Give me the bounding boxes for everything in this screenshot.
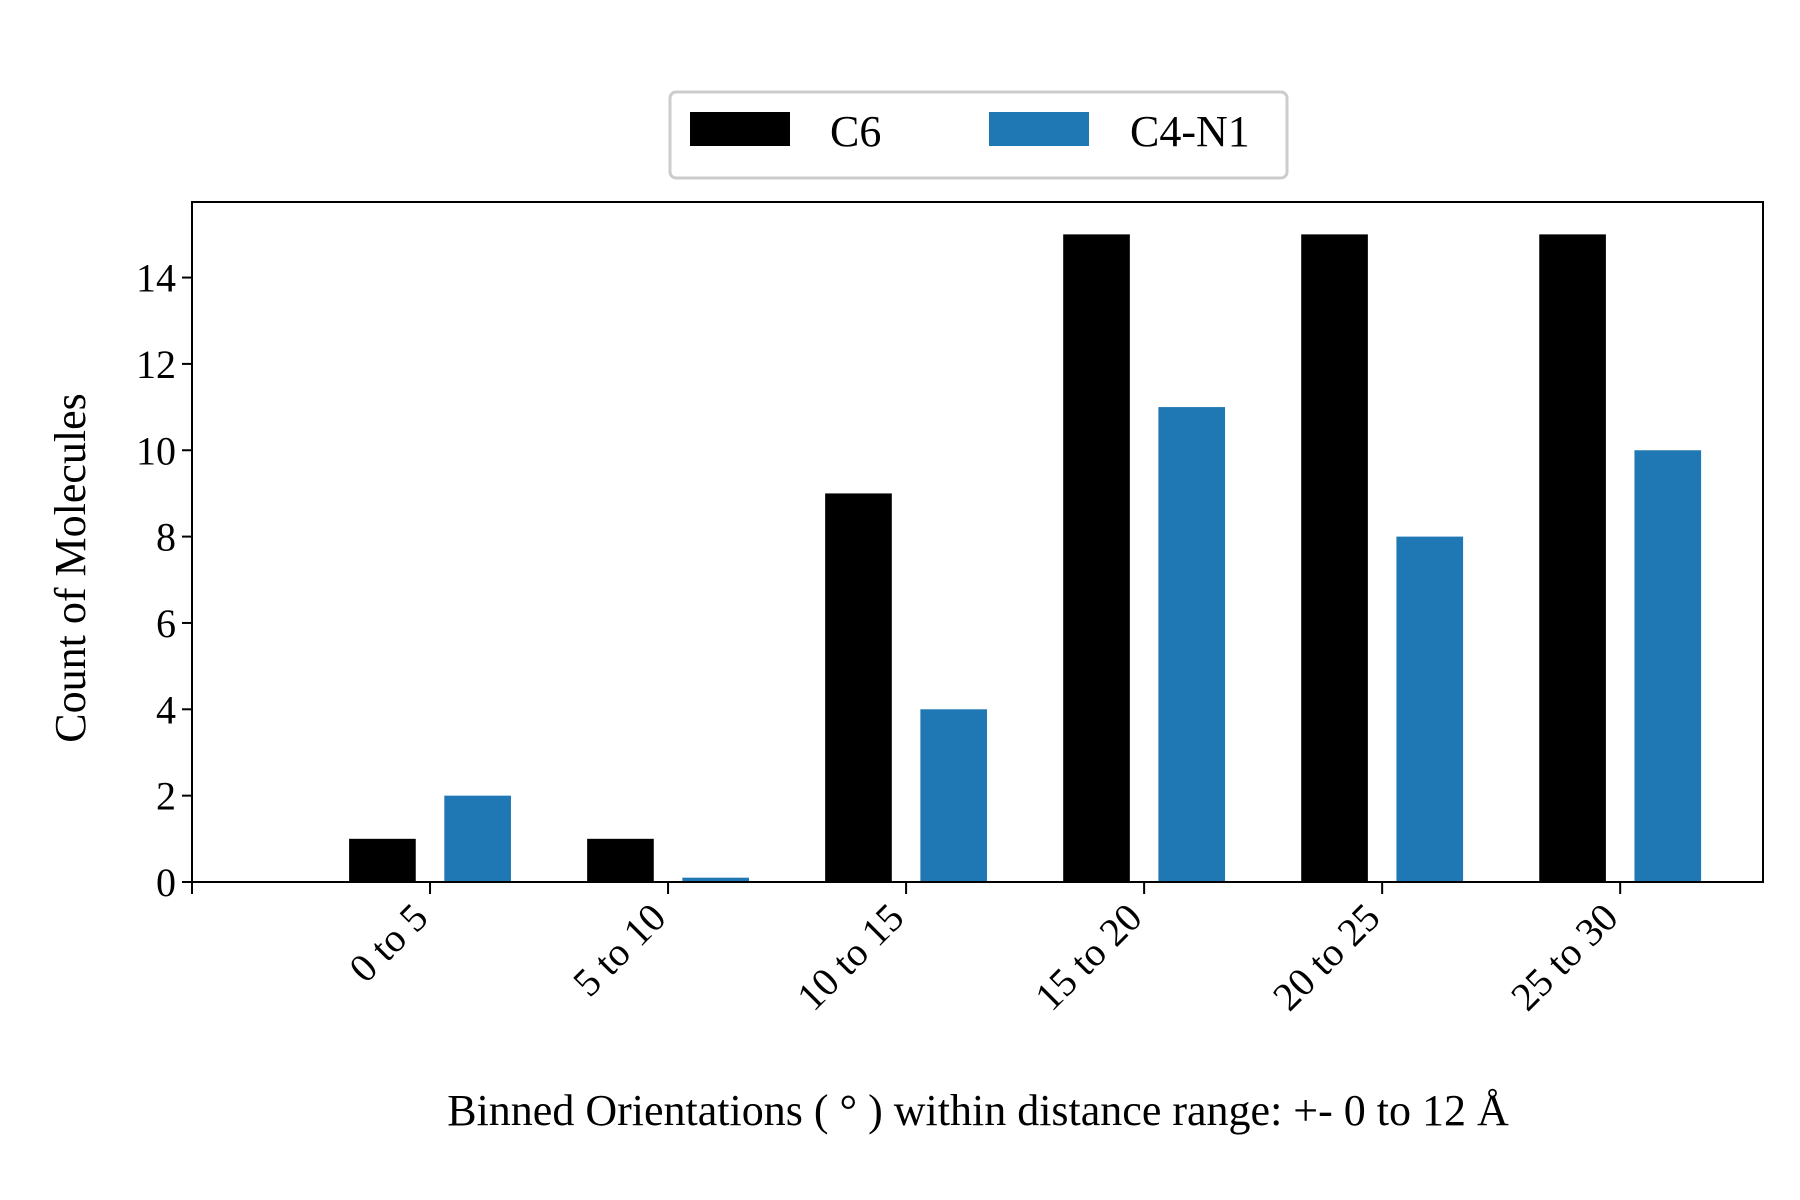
plot-frame [191,201,1764,883]
bar-c6-5 [1539,234,1606,882]
bar-c6-4 [1301,234,1368,882]
x-tick-label-2: 10 to 15 [788,895,913,1020]
y-tick-label-6: 6 [156,601,176,646]
legend: C6 C4-N1 [668,90,1289,180]
y-tick-label-0: 0 [156,860,176,905]
legend-label-c6: C6 [830,107,881,156]
bar-c4-n1-2 [920,709,988,882]
y-tick-label-8: 8 [156,515,176,560]
plot-area: 0 2 4 6 8 10 12 14 0 to 5 5 to 10 10 to 15 15 to 20… [136,201,1764,1020]
y-tick-label-4: 4 [156,687,176,732]
bar-c4-n1-3 [1158,407,1226,882]
bar-c4-n1-1 [682,877,749,882]
x-tick-label-0: 0 to 5 [340,895,436,991]
x-tick-label-4: 20 to 25 [1264,895,1389,1020]
bar-c4-n1-0 [444,795,511,882]
bar-c4-n1-5 [1634,450,1702,882]
bar-c6-0 [349,838,416,882]
x-tick-label-1: 5 to 10 [564,895,674,1005]
y-tick-label-14: 14 [136,256,176,301]
x-axis-label: Binned Orientations ( ° ) within distanc… [447,1086,1509,1135]
legend-box [668,90,1289,180]
legend-swatch-c4-n1 [989,112,1089,146]
bar-c6-1 [587,838,654,882]
x-tick-label-5: 25 to 30 [1502,895,1627,1020]
y-axis-label: Count of Molecules [46,393,95,743]
legend-swatch-c6 [690,112,790,146]
legend-label-c4-n1: C4-N1 [1130,107,1250,156]
y-tick-label-10: 10 [136,428,176,473]
bar-c6-2 [825,493,892,882]
y-tick-label-2: 2 [156,774,176,819]
bar-c6-3 [1063,234,1130,882]
y-tick-label-12: 12 [136,342,176,387]
x-tick-label-3: 15 to 20 [1026,895,1151,1020]
bar-c4-n1-4 [1396,536,1464,882]
